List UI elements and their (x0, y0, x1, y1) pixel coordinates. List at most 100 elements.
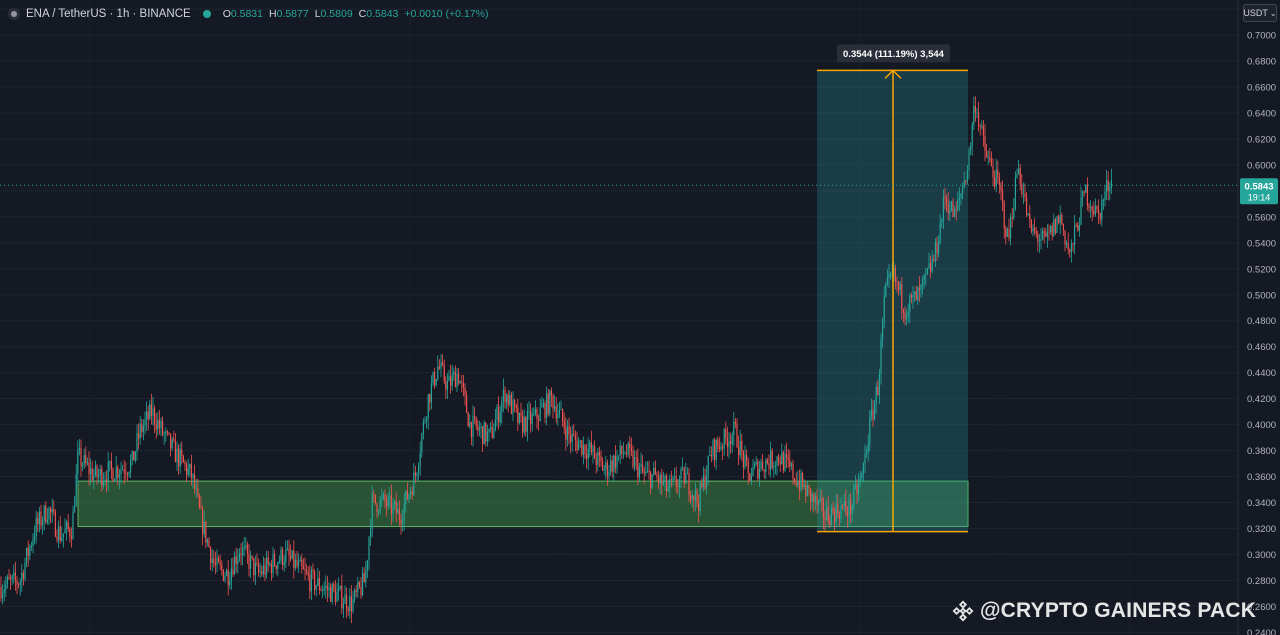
candle-body (1045, 233, 1047, 237)
candle-body (501, 401, 503, 413)
candle-body (107, 462, 109, 483)
candle-body (893, 268, 895, 274)
candle-body (563, 421, 565, 429)
candle-body (298, 561, 300, 567)
candles (0, 96, 1112, 624)
candle-body (326, 585, 328, 591)
candle-body (477, 425, 479, 431)
candle-body (480, 426, 482, 429)
candle-body (114, 479, 116, 482)
candle-body (955, 208, 957, 210)
candle-body (566, 425, 568, 440)
candle-body (688, 472, 690, 496)
candle-body (763, 469, 765, 472)
candle-body (496, 406, 498, 420)
measure-label-box (837, 44, 950, 63)
candle-body (331, 584, 333, 602)
candle-body (45, 505, 47, 523)
candle-body (547, 393, 549, 414)
candle-body (245, 545, 247, 547)
candle-body (736, 423, 738, 448)
candle-body (741, 440, 743, 452)
candle-body (629, 443, 631, 448)
candle-body (661, 474, 663, 485)
candle-body (971, 124, 973, 147)
candle-body (866, 453, 868, 454)
candle-body (714, 440, 716, 460)
candle-body (650, 471, 652, 488)
candle-body (603, 469, 605, 471)
candle-body (414, 472, 416, 476)
candle-body (781, 452, 783, 465)
candle-body (443, 364, 445, 381)
candle-body (2, 592, 4, 599)
candle-body (82, 464, 84, 467)
candle-body (486, 431, 488, 442)
candle-body (307, 572, 309, 576)
candle-body (349, 596, 351, 612)
candle-body (795, 480, 797, 486)
candle-body (901, 284, 903, 310)
candle-body (542, 403, 544, 407)
candle-body (797, 480, 799, 486)
candle-body (568, 425, 570, 435)
candle-body (128, 472, 130, 475)
candle-body (195, 488, 197, 490)
candle-body (802, 473, 804, 487)
candle-body (974, 106, 976, 113)
candle-body (952, 201, 954, 218)
currency-selector[interactable]: USDT ⌄ (1243, 4, 1277, 22)
candle-body (397, 509, 399, 514)
candle-body (683, 467, 685, 484)
candle-body (728, 441, 730, 448)
candle-body (906, 315, 908, 320)
candle-body (59, 526, 61, 542)
candle-body (86, 462, 88, 464)
candle-body (779, 462, 781, 465)
symbol-title[interactable]: ENA / TetherUS · 1h · BINANCE (26, 8, 191, 20)
candle-body (189, 464, 191, 469)
candle-body (1074, 225, 1076, 245)
candle-body (794, 478, 796, 481)
candle-body (523, 417, 525, 433)
candle-body (456, 373, 458, 388)
candle-body (322, 590, 324, 591)
candle-body (510, 394, 512, 414)
candle-body (1062, 224, 1064, 231)
candle-body (835, 503, 837, 523)
candle-body (1016, 174, 1018, 178)
candle-body (299, 559, 301, 562)
candle-body (149, 404, 151, 420)
candle-body (926, 268, 928, 274)
candle-body (784, 454, 786, 471)
price-change: +0.0010 (+0.17%) (404, 8, 489, 20)
candle-body (368, 537, 370, 561)
candle-body (181, 449, 183, 456)
measure-tool[interactable]: 0.3544 (111.19%) 3,544 (817, 44, 968, 533)
ena-logo-icon (8, 8, 20, 20)
last-price-value: 0.5843 (1244, 181, 1273, 192)
candle-body (595, 458, 597, 465)
candle-body (406, 490, 408, 500)
price-tick-label: 0.5600 (1247, 212, 1276, 223)
candle-body (422, 421, 424, 435)
candle-body (467, 412, 469, 427)
candle-body (312, 570, 314, 572)
candle-body (654, 467, 656, 475)
candle-body (98, 474, 100, 478)
candle-body (867, 443, 869, 454)
candle-body (747, 460, 749, 473)
candle-body (394, 501, 396, 505)
price-axis[interactable]: 0.72000.70000.68000.66000.64000.62000.60… (1237, 0, 1280, 635)
candle-body (256, 562, 258, 564)
candle-body (811, 494, 813, 502)
candle-body (680, 468, 682, 479)
candle-body (11, 575, 13, 580)
candle-body (382, 494, 384, 498)
candle-body (851, 505, 853, 514)
candle-body (347, 609, 349, 612)
candle-body (270, 563, 272, 574)
candle-body (888, 274, 890, 278)
candle-body (498, 406, 500, 423)
